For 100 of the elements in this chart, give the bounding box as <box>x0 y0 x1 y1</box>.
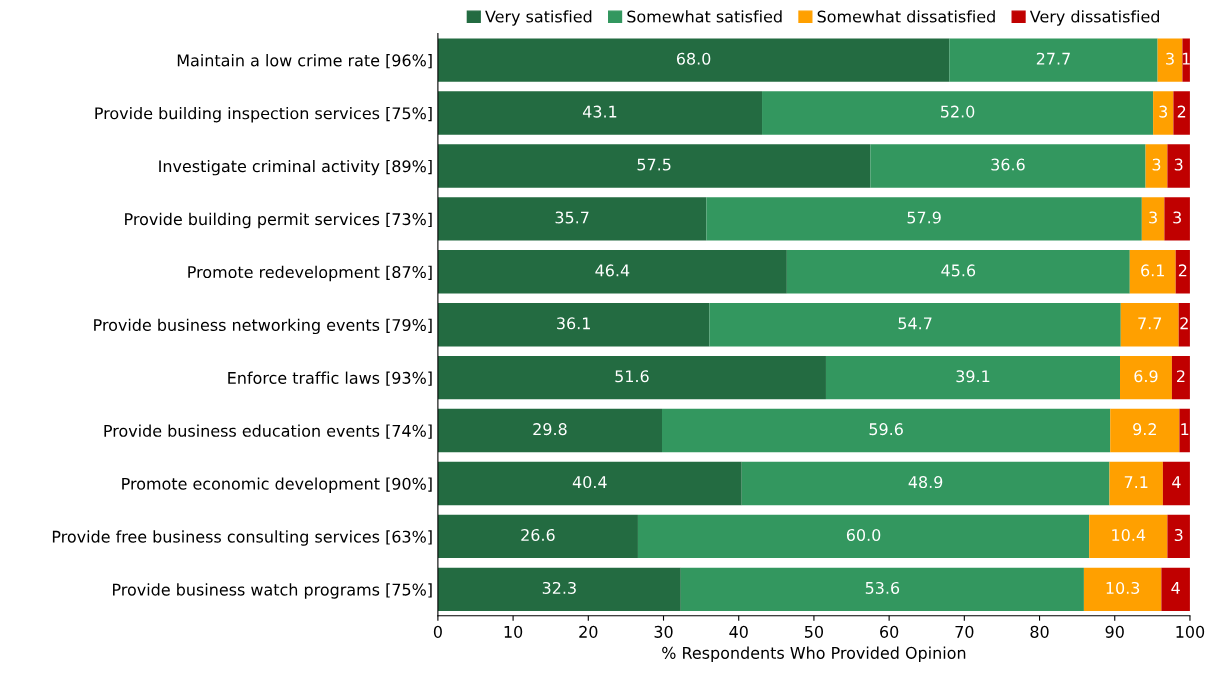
bar <box>1141 197 1165 241</box>
data-label: 39.1 <box>956 370 990 383</box>
y-tick-label: Provide free business consulting services [63%] <box>52 530 432 546</box>
bar <box>1120 355 1172 400</box>
data-label: 1 <box>1182 52 1190 65</box>
x-tick-label: 100 <box>1176 625 1205 638</box>
data-label: 35.7 <box>555 211 589 224</box>
bar <box>1161 567 1190 612</box>
bar <box>437 567 681 612</box>
data-label: 3 <box>1174 528 1183 542</box>
x-tick-label: 60 <box>880 625 899 638</box>
data-label: 27.7 <box>1036 52 1070 65</box>
data-label: 59.6 <box>869 423 903 436</box>
bar <box>762 91 1154 135</box>
bar <box>1129 250 1176 294</box>
data-label: 2 <box>1180 317 1188 330</box>
data-label: 26.6 <box>521 528 555 542</box>
bar <box>437 197 707 241</box>
data-label: 4 <box>1172 476 1181 488</box>
bar <box>1157 38 1183 82</box>
data-label: 57.5 <box>637 158 671 171</box>
data-label: 40.4 <box>572 476 607 489</box>
data-label: 7.1 <box>1124 476 1148 488</box>
bar <box>437 91 763 135</box>
y-tick-label: Promote economic development [90%] <box>122 477 432 493</box>
data-label: 2 <box>1177 370 1185 383</box>
legend-label: Somewhat dissatisfied <box>817 10 995 23</box>
legend-label: Very satisfied <box>485 10 592 26</box>
legend-label: Somewhat satisfied <box>627 10 782 23</box>
data-label: 52.0 <box>941 105 975 118</box>
y-tick-label: Investigate criminal activity [89%] <box>159 159 432 176</box>
y-tick-label: Promote redevelopment [87%] <box>188 265 432 282</box>
data-label: 32.3 <box>542 581 576 594</box>
data-label: 6.1 <box>1141 264 1164 277</box>
data-label: 45.6 <box>941 264 976 277</box>
y-tick-label: Provide building permit services [73%] <box>125 212 432 229</box>
bar <box>825 355 1121 400</box>
bar <box>437 514 638 559</box>
y-tick-label: Provide business networking events [79%] <box>94 318 432 335</box>
bar <box>1167 144 1190 188</box>
data-label: 1 <box>1181 423 1189 435</box>
bar <box>437 144 871 188</box>
data-label: 29.8 <box>533 423 567 436</box>
bar <box>1162 461 1190 506</box>
data-label: 54.7 <box>898 317 932 330</box>
data-label: 6.9 <box>1134 370 1158 383</box>
x-tick-label: 70 <box>955 625 974 638</box>
data-label: 2 <box>1178 264 1187 277</box>
y-tick-label: Provide business education events [74%] <box>104 424 432 439</box>
x-tick-label: 80 <box>1030 625 1049 638</box>
data-label: 9.2 <box>1133 423 1156 436</box>
data-label: 4 <box>1171 582 1180 594</box>
bar <box>741 461 1110 506</box>
bar <box>637 514 1090 559</box>
data-label: 57.9 <box>907 211 941 224</box>
y-tick-label: Provide building inspection services [75%] <box>95 106 432 123</box>
bar <box>1120 303 1179 347</box>
bar <box>680 567 1084 612</box>
data-label: 10.3 <box>1106 581 1140 594</box>
data-label: 43.1 <box>582 105 617 118</box>
bar <box>1164 197 1190 241</box>
data-label: 7.7 <box>1138 317 1162 330</box>
x-tick-label: 0 <box>433 625 442 638</box>
x-axis-title: % Respondents Who Provided Opinion <box>662 646 966 662</box>
data-label: 36.6 <box>991 158 1025 171</box>
bar <box>1110 408 1180 453</box>
x-tick-label: 30 <box>654 625 673 638</box>
data-label: 53.6 <box>865 581 900 594</box>
bar <box>706 197 1142 241</box>
x-tick-label: 50 <box>804 625 824 638</box>
bar <box>1089 514 1168 559</box>
data-label: 10.4 <box>1112 528 1146 542</box>
x-tick-label: 40 <box>729 625 748 638</box>
data-label: 3 <box>1149 211 1157 224</box>
y-tick-label: Maintain a low crime rate [96%] <box>177 54 432 69</box>
bar <box>709 303 1121 347</box>
bar <box>437 355 826 400</box>
data-label: 2 <box>1177 105 1186 118</box>
data-label: 3 <box>1152 158 1161 171</box>
bar <box>786 250 1130 294</box>
data-label: 3 <box>1166 52 1174 65</box>
x-tick-label: 20 <box>579 625 598 638</box>
data-label: 3 <box>1173 211 1181 224</box>
bar <box>437 303 710 347</box>
bar <box>1173 91 1190 135</box>
data-label: 60.0 <box>846 528 881 542</box>
y-tick-label: Provide business watch programs [75%] <box>113 583 432 599</box>
data-label: 46.4 <box>595 264 630 277</box>
bar <box>437 38 950 82</box>
x-tick-label: 10 <box>504 625 523 638</box>
y-tick-label: Enforce traffic laws [93%] <box>228 371 432 386</box>
data-label: 36.1 <box>557 317 590 330</box>
bar <box>1145 144 1168 188</box>
x-tick-label: 90 <box>1105 625 1124 638</box>
bar <box>662 408 1111 453</box>
data-label: 3 <box>1174 158 1183 171</box>
bar <box>437 250 787 294</box>
bar <box>1083 567 1162 612</box>
bar <box>1109 461 1163 506</box>
legend-label: Very dissatisfied <box>1029 10 1159 26</box>
